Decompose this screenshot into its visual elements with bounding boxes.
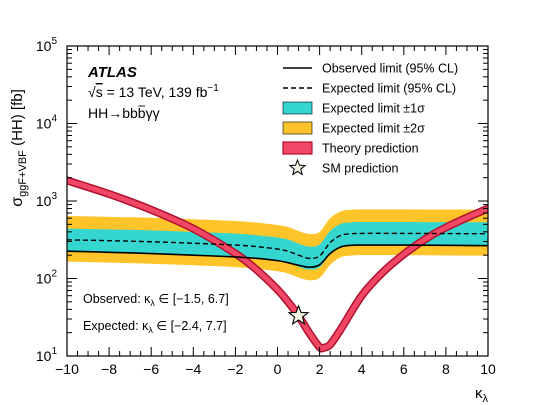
x-tick-label: 6 <box>400 361 408 377</box>
legend-label: Expected limit ±2σ <box>322 122 425 136</box>
x-tick-label: −4 <box>185 361 201 377</box>
expected-limit-line <box>67 232 488 260</box>
x-tick-label: 0 <box>274 361 282 377</box>
legend-item: Theory prediction <box>282 141 419 156</box>
y-axis-label: σggF+VBF (HH) [fb] <box>9 89 29 207</box>
y-tick-label: 102 <box>36 269 58 287</box>
x-tick-label: 4 <box>358 361 366 377</box>
axis-ticks <box>66 45 489 357</box>
sm-prediction-star <box>287 304 310 326</box>
x-axis-label: κλ <box>475 385 489 405</box>
legend-symbol <box>282 141 313 155</box>
expected-interval: Expected: κλ ∈ [−2.4, 7.7] <box>83 319 227 335</box>
x-tick-label: −6 <box>143 361 159 377</box>
observed-interval: Observed: κλ ∈ [−1.5, 6.7] <box>83 292 229 308</box>
legend-symbol <box>282 101 313 115</box>
y-tick-label: 103 <box>36 191 58 209</box>
channel-bbar: b <box>138 105 146 121</box>
legend-symbol <box>282 121 313 135</box>
y-tick-label: 104 <box>36 114 58 132</box>
legend-label: Expected limit ±1σ <box>322 102 425 116</box>
x-tick-label: −10 <box>55 361 79 377</box>
x-tick-label: 8 <box>442 361 450 377</box>
observed-limit-line <box>67 244 488 268</box>
legend-item: SM prediction <box>288 158 398 176</box>
legend-label: Theory prediction <box>322 142 419 156</box>
band-1sigma <box>67 221 488 270</box>
legend-label: Observed limit (95% CL) <box>322 62 458 76</box>
legend-symbol <box>288 158 307 176</box>
x-tick-label: 2 <box>316 361 324 377</box>
legend-item: Observed limit (95% CL) <box>283 62 458 76</box>
legend-item: Expected limit ±2σ <box>282 121 425 136</box>
x-tick-label: −8 <box>101 361 117 377</box>
legend-label: SM prediction <box>322 162 398 176</box>
x-tick-label: −2 <box>227 361 243 377</box>
legend-label: Expected limit (95% CL) <box>322 82 456 96</box>
atlas-label: ATLAS <box>87 64 137 81</box>
y-tick-label: 101 <box>36 346 58 364</box>
energy-label: √s = 13 TeV, 139 fb−1 <box>88 83 219 100</box>
x-tick-label: 10 <box>480 361 496 377</box>
legend-item: Expected limit ±1σ <box>282 101 425 116</box>
legend-item: Expected limit (95% CL) <box>283 82 456 96</box>
axis-tick-labels: −10 −8 −6 −4 −2 0 2 4 6 8 10 101 102 103 104 105 <box>36 36 496 377</box>
legend: Observed limit (95% CL) Expected limit (9… <box>282 62 458 176</box>
y-tick-label: 105 <box>36 36 58 54</box>
channel-label: HH→bbbγγ <box>88 105 160 121</box>
